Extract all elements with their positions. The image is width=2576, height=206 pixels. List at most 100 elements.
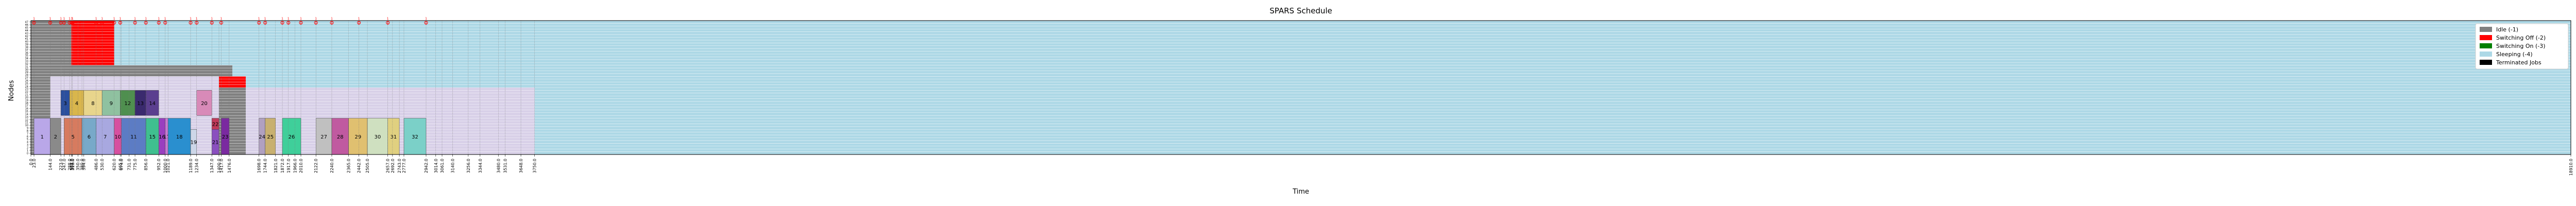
job-label: 24 bbox=[259, 134, 265, 140]
x-tick-label: 1698.0 bbox=[257, 159, 262, 173]
y-tick-label: 6 bbox=[27, 135, 28, 139]
job-label: 1 bbox=[41, 134, 44, 140]
y-tick-label: 44 bbox=[25, 29, 28, 32]
y-tick-label: 3 bbox=[27, 144, 28, 147]
event-count-label: 1 bbox=[264, 17, 266, 21]
job-label: 6 bbox=[88, 134, 91, 140]
job-bar bbox=[196, 90, 212, 116]
x-tick-label: 1872.0 bbox=[280, 159, 285, 173]
y-tick-label: 17 bbox=[25, 105, 28, 108]
x-tick-label: 3750.0 bbox=[533, 159, 537, 173]
y-tick-label: 18 bbox=[25, 102, 28, 105]
y-tick-label: 25 bbox=[25, 82, 28, 85]
job-bar bbox=[211, 118, 219, 130]
x-tick-label: 303.0 bbox=[70, 159, 74, 170]
x-tick-label: 1234.0 bbox=[195, 159, 199, 173]
y-tick-label: 21 bbox=[25, 94, 28, 97]
y-tick-label: 43 bbox=[25, 32, 28, 35]
x-tick-label: 731.0 bbox=[127, 159, 132, 170]
job-label: 11 bbox=[130, 134, 137, 140]
event-marker-dot bbox=[94, 21, 98, 25]
y-tick-label: 32 bbox=[25, 63, 28, 66]
job-bar bbox=[348, 118, 368, 155]
legend: Idle (-1) Switching Off (-2) Switching On … bbox=[2475, 23, 2569, 70]
y-tick-label: 2 bbox=[27, 146, 28, 149]
y-tick-label: 40 bbox=[25, 41, 28, 44]
job-label: 14 bbox=[149, 101, 156, 107]
job-label: 9 bbox=[110, 101, 113, 107]
x-tick-label: 2010.0 bbox=[299, 159, 303, 173]
event-marker-dot bbox=[330, 21, 334, 25]
y-tick-label: 23 bbox=[25, 88, 28, 91]
x-tick-label: 856.0 bbox=[144, 159, 148, 170]
event-count-label: 1 bbox=[300, 17, 302, 21]
event-marker-dot bbox=[286, 21, 291, 25]
x-tick-label: 1917.0 bbox=[286, 159, 291, 173]
x-tick-label: 775.0 bbox=[133, 159, 138, 170]
job-label: 16 bbox=[159, 134, 165, 140]
event-marker-dot bbox=[62, 21, 66, 25]
x-tick-label: 2505.0 bbox=[365, 159, 370, 173]
x-tick-label: 394.0 bbox=[82, 159, 87, 170]
job-label: 30 bbox=[375, 134, 381, 140]
event-count-label: 1 bbox=[69, 17, 71, 21]
event-count-label: 1 bbox=[358, 17, 360, 21]
job-label: 29 bbox=[354, 134, 361, 140]
event-count-label: 1 bbox=[164, 17, 166, 21]
event-count-label: 1 bbox=[387, 17, 389, 21]
job-label: 32 bbox=[412, 134, 418, 140]
event-count-label: 1 bbox=[145, 17, 147, 21]
legend-box bbox=[2475, 23, 2569, 70]
y-tick-label: 11 bbox=[25, 122, 28, 125]
y-tick-label: 27 bbox=[25, 77, 28, 80]
event-count-label: 1 bbox=[211, 17, 213, 21]
event-count-label: 1 bbox=[258, 17, 260, 21]
event-count-label: 1 bbox=[315, 17, 317, 21]
event-marker-dot bbox=[424, 21, 428, 25]
x-tick-label: 486.0 bbox=[94, 159, 99, 170]
event-marker-dot bbox=[210, 21, 214, 25]
job-label: 26 bbox=[289, 134, 295, 140]
job-label: 3 bbox=[63, 101, 66, 107]
x-tick-label: 1189.0 bbox=[189, 159, 193, 173]
x-tick-label: 18910.0 bbox=[2569, 159, 2573, 176]
event-marker-dot bbox=[219, 21, 223, 25]
x-tick-label: 247.0 bbox=[62, 159, 66, 170]
y-tick-label: 14 bbox=[25, 113, 28, 116]
x-tick-label: 3014.0 bbox=[434, 159, 438, 173]
y-tick-label: 7 bbox=[27, 132, 28, 135]
job-bar bbox=[96, 118, 114, 155]
y-tick-label: 46 bbox=[25, 24, 28, 27]
event-marker-dot bbox=[280, 21, 284, 25]
job-label: 22 bbox=[212, 122, 219, 127]
job-label: 4 bbox=[75, 101, 78, 107]
job-label: 20 bbox=[201, 101, 208, 107]
x-tick-label: 952.0 bbox=[157, 159, 161, 170]
event-marker-dot bbox=[189, 21, 193, 25]
x-tick-label: 144.0 bbox=[48, 159, 53, 170]
event-marker-dot bbox=[157, 21, 161, 25]
y-tick-label: 31 bbox=[25, 65, 28, 68]
event-marker-dot bbox=[48, 21, 53, 25]
legend-swatch bbox=[2480, 60, 2492, 65]
job-label: 8 bbox=[91, 101, 94, 107]
event-count-label: 1 bbox=[33, 17, 35, 21]
job-bar bbox=[64, 118, 82, 155]
y-tick-label: 37 bbox=[25, 49, 28, 52]
job-label: 31 bbox=[391, 134, 397, 140]
x-tick-label: 2692.0 bbox=[391, 159, 395, 173]
x-tick-label: 3480.0 bbox=[496, 159, 501, 173]
event-marker-dot bbox=[144, 21, 148, 25]
event-marker-dot bbox=[32, 21, 36, 25]
job-bar bbox=[81, 118, 96, 155]
x-tick-label: 3531.0 bbox=[503, 159, 508, 173]
y-tick-label: 29 bbox=[25, 71, 28, 74]
event-count-label: 1 bbox=[221, 17, 223, 21]
x-tick-label: 310.0 bbox=[71, 159, 75, 170]
x-tick-label: 2657.0 bbox=[386, 159, 391, 173]
x-tick-label: 304.0 bbox=[70, 159, 74, 170]
job-label: 5 bbox=[72, 134, 75, 140]
chart-title: SPARS Schedule bbox=[1269, 6, 1332, 15]
job-label: 2 bbox=[54, 134, 57, 140]
